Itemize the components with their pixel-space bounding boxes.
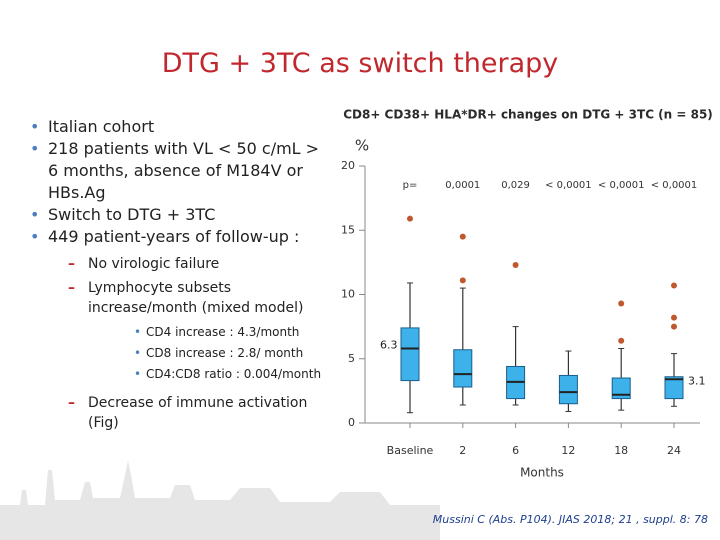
y-tick-label: 0 bbox=[348, 416, 355, 429]
skyline-decoration bbox=[0, 460, 440, 540]
bullet-text: Switch to DTG + 3TC bbox=[48, 205, 216, 224]
y-tick-label: 5 bbox=[348, 352, 355, 365]
sub-sub-bullet: CD8 increase : 2.8/ month bbox=[88, 343, 328, 364]
outlier bbox=[459, 277, 466, 284]
sub-sub-bullet: CD4 increase : 4.3/month bbox=[88, 322, 328, 343]
slide-title: DTG + 3TC as switch therapy bbox=[161, 48, 559, 79]
sub-sub-list: CD4 increase : 4.3/month CD8 increase : … bbox=[88, 322, 328, 385]
p-value: < 0,0001 bbox=[598, 180, 645, 191]
y-tick-label: 20 bbox=[341, 159, 355, 172]
bullet-list: Italian cohort 218 patients with VL < 50… bbox=[28, 116, 328, 437]
x-tick-label: 2 bbox=[459, 444, 466, 457]
sub-bullet-text: Decrease of immune activation (Fig) bbox=[88, 395, 308, 431]
citation: Mussini C (Abs. P104). JIAS 2018; 21 , s… bbox=[432, 513, 708, 526]
x-axis-label: Months bbox=[520, 466, 564, 480]
p-value: 0,029 bbox=[501, 180, 530, 191]
sub-list: No virologic failure Lymphocyte subsets … bbox=[48, 254, 328, 433]
p-label: p= bbox=[403, 180, 418, 191]
outlier bbox=[671, 314, 677, 321]
outlier bbox=[618, 337, 625, 344]
x-tick-label: 24 bbox=[667, 444, 681, 457]
sub-bullet-text: Lymphocyte subsets increase/month (mixed… bbox=[88, 280, 304, 316]
outlier bbox=[407, 215, 413, 222]
y-tick-label: 15 bbox=[341, 223, 355, 236]
sub-bullet: No virologic failure bbox=[48, 254, 328, 274]
box bbox=[400, 327, 420, 382]
p-value: < 0,0001 bbox=[545, 180, 592, 191]
bullet: 218 patients with VL < 50 c/mL > 6 month… bbox=[28, 138, 328, 204]
y-tick-label: 10 bbox=[341, 288, 355, 301]
box bbox=[611, 377, 631, 400]
sub-sub-bullet: CD4:CD8 ratio : 0.004/month bbox=[88, 364, 328, 385]
outlier bbox=[671, 282, 677, 289]
box bbox=[558, 374, 578, 405]
outlier bbox=[512, 261, 519, 268]
p-value: 0,0001 bbox=[445, 180, 480, 191]
sub-bullet-text: No virologic failure bbox=[88, 256, 220, 272]
box bbox=[453, 349, 473, 388]
annotation: 6.3 bbox=[380, 338, 398, 351]
outlier bbox=[459, 233, 466, 240]
x-tick-label: 12 bbox=[561, 444, 575, 457]
bullet: Italian cohort bbox=[28, 116, 328, 138]
p-value: < 0,0001 bbox=[651, 180, 698, 191]
bullet: Switch to DTG + 3TC bbox=[28, 204, 328, 226]
bullet: 449 patient-years of follow-up : No viro… bbox=[28, 226, 328, 433]
x-tick-label: 6 bbox=[512, 444, 519, 457]
box bbox=[664, 376, 684, 400]
sub-bullet: Decrease of immune activation (Fig) bbox=[48, 393, 328, 433]
bullet-text: 449 patient-years of follow-up : bbox=[48, 227, 300, 246]
outlier bbox=[618, 300, 625, 307]
x-tick-label: Baseline bbox=[387, 444, 434, 457]
annotation: 3.1 bbox=[688, 374, 706, 387]
chart-title: CD8+ CD38+ HLA*DR+ changes on DTG + 3TC … bbox=[343, 108, 713, 122]
outlier bbox=[671, 323, 677, 330]
bullet-text: 218 patients with VL < 50 c/mL > 6 month… bbox=[48, 139, 320, 202]
bullet-text: Italian cohort bbox=[48, 117, 155, 136]
x-tick-label: 18 bbox=[614, 444, 628, 457]
sub-bullet: Lymphocyte subsets increase/month (mixed… bbox=[48, 278, 328, 385]
y-axis-label: % bbox=[355, 137, 369, 155]
